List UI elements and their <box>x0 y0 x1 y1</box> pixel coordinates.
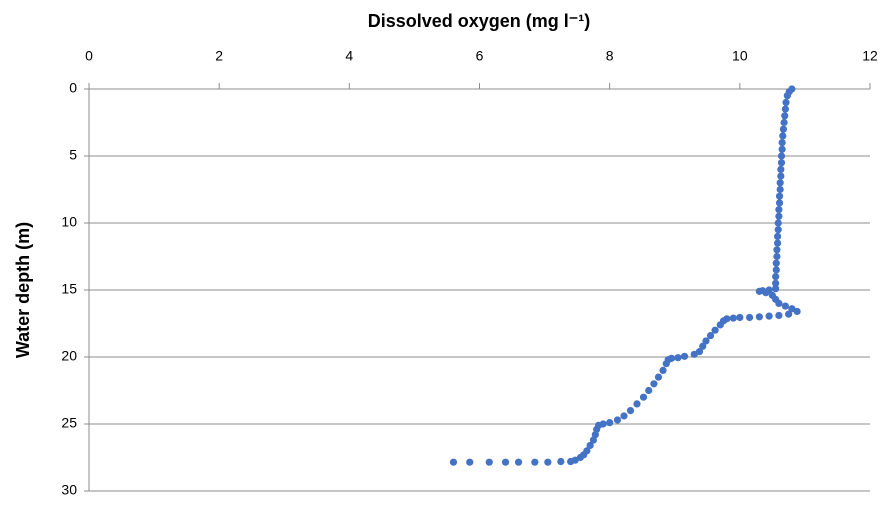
data-point <box>780 118 788 127</box>
data-point <box>765 312 773 320</box>
data-point <box>690 350 698 358</box>
data-point <box>633 400 641 408</box>
data-point <box>773 232 782 240</box>
data-point <box>736 313 744 322</box>
data-point <box>779 125 788 133</box>
data-point <box>772 285 780 293</box>
x-tick-label: 4 <box>345 48 353 64</box>
x-tick-label: 12 <box>862 48 878 64</box>
data-point <box>775 212 783 220</box>
x-tick-label: 10 <box>732 48 748 64</box>
data-point <box>778 145 786 153</box>
data-point <box>729 314 737 322</box>
data-point <box>775 311 783 320</box>
data-point <box>775 206 783 214</box>
data-point <box>777 152 786 160</box>
data-point <box>773 246 781 254</box>
data-point <box>699 342 707 350</box>
data-point <box>781 302 789 310</box>
data-point <box>772 273 780 281</box>
data-point <box>775 192 784 200</box>
data-point <box>466 458 474 466</box>
data-point <box>773 239 782 247</box>
y-axis-label: Water depth (m) <box>13 222 33 358</box>
y-tick-label: 15 <box>61 281 77 297</box>
data-point <box>674 354 682 362</box>
data-point <box>485 458 493 466</box>
x-tick-label: 0 <box>85 48 93 64</box>
data-point <box>702 337 710 345</box>
data-point <box>793 307 801 316</box>
y-tick-label: 0 <box>69 80 77 96</box>
data-point <box>781 112 789 120</box>
data-point <box>586 441 594 450</box>
y-tick-label: 20 <box>61 348 77 364</box>
data-point <box>620 412 628 420</box>
data-point <box>777 159 786 167</box>
data-point <box>659 366 667 374</box>
x-tick-label: 8 <box>606 48 614 64</box>
data-point <box>781 105 789 113</box>
data-point <box>680 352 689 360</box>
data-point <box>606 419 614 427</box>
data-point <box>639 393 648 401</box>
data-point <box>785 310 793 318</box>
data-point <box>775 199 784 207</box>
y-tick-label: 30 <box>61 482 77 498</box>
data-point <box>779 132 787 140</box>
data-point <box>755 287 763 295</box>
data-point <box>626 407 635 415</box>
data-point <box>774 226 782 234</box>
data-point <box>772 266 780 274</box>
data-point <box>774 219 782 227</box>
data-point <box>778 139 786 147</box>
data-point <box>773 252 781 261</box>
data-point <box>711 326 719 334</box>
data-point <box>776 185 784 194</box>
data-point <box>772 259 780 267</box>
y-tick-label: 25 <box>61 415 77 431</box>
data-point <box>645 386 653 395</box>
data-point <box>745 313 754 322</box>
data-point <box>514 458 523 466</box>
x-tick-label: 2 <box>215 48 223 64</box>
data-point <box>449 458 458 466</box>
data-point <box>544 458 552 466</box>
data-point <box>776 179 784 187</box>
data-point <box>782 98 790 106</box>
data-point <box>662 360 670 368</box>
data-point <box>783 92 791 100</box>
data-point <box>557 457 565 466</box>
data-point <box>762 289 770 297</box>
data-point <box>772 279 780 287</box>
data-point <box>613 416 622 424</box>
data-point <box>706 331 715 340</box>
y-tick-label: 10 <box>61 214 77 230</box>
data-point <box>777 165 785 173</box>
x-tick-label: 6 <box>476 48 484 64</box>
data-point <box>650 380 658 388</box>
data-point <box>567 457 575 466</box>
chart-title: Dissolved oxygen (mg l⁻¹) <box>368 11 591 31</box>
data-point <box>716 321 724 329</box>
data-point <box>755 313 763 321</box>
data-point <box>654 373 663 381</box>
data-point <box>501 458 510 466</box>
data-point <box>777 172 785 180</box>
data-point <box>589 436 597 444</box>
y-tick-label: 5 <box>69 147 77 163</box>
data-point <box>775 299 783 307</box>
data-point <box>531 458 539 466</box>
